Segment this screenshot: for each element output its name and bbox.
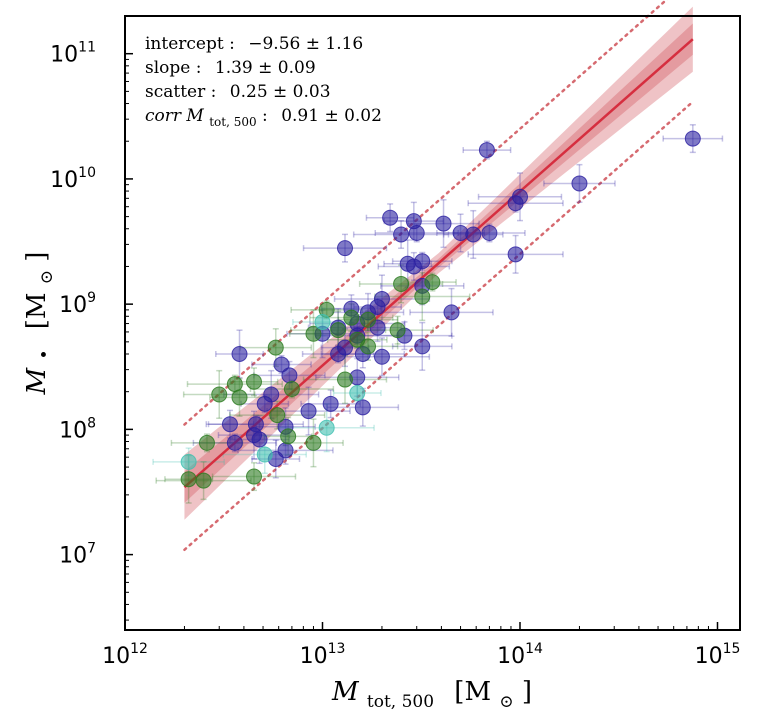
fit-line xyxy=(183,38,694,489)
data-point-green xyxy=(424,274,441,291)
data-point-cyan xyxy=(314,314,331,331)
data-point-green xyxy=(269,407,286,424)
data-point-green xyxy=(305,325,322,342)
data-point-blue xyxy=(382,209,399,226)
data-point-green xyxy=(360,311,377,328)
x-tick-label: 1012 xyxy=(102,641,148,669)
data-point-green xyxy=(198,434,215,451)
y-tick-label: 1011 xyxy=(50,40,96,68)
data-point-green xyxy=(389,322,406,339)
y-tick-label: 109 xyxy=(59,290,96,318)
y-axis-label: M • [M ⊙ ] xyxy=(22,252,59,396)
data-point-blue xyxy=(393,226,410,243)
data-point-blue xyxy=(571,175,588,192)
annotation-scatter: scatter : 0.25 ± 0.03 xyxy=(145,82,331,102)
data-point-blue xyxy=(231,345,248,362)
scatter-lower-line xyxy=(183,100,695,552)
data-point-green xyxy=(180,471,197,488)
data-point-green xyxy=(330,322,347,339)
plot-frame xyxy=(124,15,741,631)
x-axis-ticks: 1012 1013 1014 1015 xyxy=(102,622,740,669)
data-point-blue xyxy=(405,258,422,275)
data-point-cyan xyxy=(180,453,197,470)
data-point-green xyxy=(305,434,322,451)
data-point-blue xyxy=(507,195,524,212)
data-point-cyan xyxy=(349,385,366,402)
data-point-blue xyxy=(221,416,238,433)
data-point-green xyxy=(283,381,300,398)
y-tick-label: 1010 xyxy=(50,165,96,193)
data-point-green xyxy=(343,309,360,326)
data-point-blue xyxy=(443,304,460,321)
data-point-blue xyxy=(256,395,273,412)
annotation-intercept: intercept : −9.56 ± 1.16 xyxy=(145,34,363,54)
y-axis-ticks: 107 108 109 1010 1011 xyxy=(50,15,133,621)
data-point-green xyxy=(393,275,410,292)
data-point-green xyxy=(195,472,212,489)
y-tick-label: 108 xyxy=(59,415,96,443)
data-point-blue xyxy=(684,130,701,147)
data-point-blue xyxy=(481,224,498,241)
data-point-blue xyxy=(251,431,268,448)
data-point-cyan xyxy=(318,419,335,436)
annotation-corr: corr M tot, 500 : 0.91 ± 0.02 xyxy=(145,106,382,131)
data-point-blue xyxy=(414,338,431,355)
fit-line-layer xyxy=(183,38,694,489)
data-point-green xyxy=(231,389,248,406)
data-point-blue xyxy=(337,240,354,257)
data-point-blue xyxy=(478,142,495,159)
data-point-green xyxy=(349,331,366,348)
x-axis-label: M tot, 500 [M ⊙ ] xyxy=(331,677,532,714)
x-tick-label: 1015 xyxy=(695,641,741,669)
data-point-blue xyxy=(354,399,371,416)
data-point-green xyxy=(267,339,284,356)
data-point-green xyxy=(226,376,243,393)
plot-background xyxy=(125,16,740,630)
data-point-blue xyxy=(373,348,390,365)
x-tick-label: 1013 xyxy=(300,641,346,669)
x-tick-label: 1014 xyxy=(497,641,543,669)
data-point-green xyxy=(211,386,228,403)
data-point-blue xyxy=(330,345,347,362)
data-point-blue xyxy=(273,356,290,373)
data-point-blue xyxy=(507,246,524,263)
data-points xyxy=(180,130,701,489)
data-point-blue xyxy=(435,215,452,232)
data-point-green xyxy=(414,288,431,305)
data-point-green xyxy=(337,371,354,388)
data-point-green xyxy=(280,428,297,445)
data-point-blue xyxy=(300,403,317,420)
data-point-green xyxy=(246,373,263,390)
data-point-cyan xyxy=(256,446,273,463)
data-point-green xyxy=(246,468,263,485)
data-point-blue xyxy=(226,434,243,451)
data-point-blue xyxy=(281,367,298,384)
data-point-blue xyxy=(322,395,339,412)
annotation-slope: slope : 1.39 ± 0.09 xyxy=(145,58,316,78)
data-point-blue xyxy=(465,226,482,243)
data-point-blue xyxy=(408,224,425,241)
y-tick-label: 107 xyxy=(59,541,96,569)
annotation-box: intercept : −9.56 ± 1.16 slope : 1.39 ± … xyxy=(145,34,382,131)
